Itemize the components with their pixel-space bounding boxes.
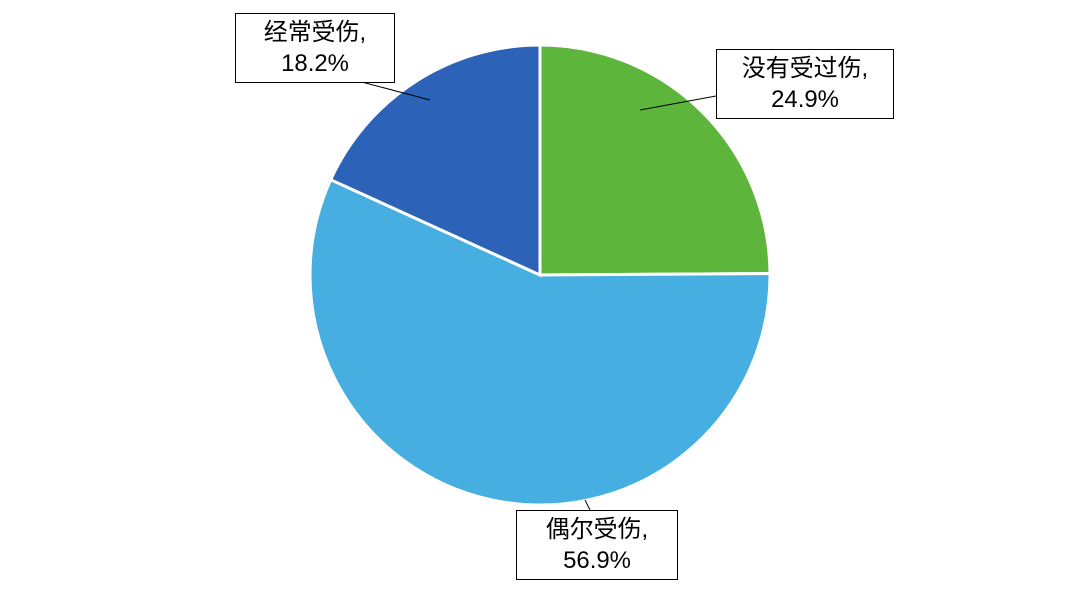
callout-label: 没有受过伤, bbox=[742, 53, 868, 84]
callout-never-injured: 没有受过伤, 24.9% bbox=[716, 49, 894, 119]
callout-label: 偶尔受伤, bbox=[546, 514, 648, 545]
callout-sometimes-injured: 偶尔受伤, 56.9% bbox=[516, 510, 678, 580]
callout-often-injured: 经常受伤, 18.2% bbox=[235, 13, 395, 83]
pie-slices bbox=[310, 45, 770, 505]
pie-chart-svg bbox=[0, 0, 1080, 597]
callout-value: 18.2% bbox=[281, 48, 349, 79]
pie-chart-container: 没有受过伤, 24.9% 偶尔受伤, 56.9% 经常受伤, 18.2% bbox=[0, 0, 1080, 597]
callout-value: 56.9% bbox=[563, 545, 631, 576]
callout-label: 经常受伤, bbox=[264, 17, 366, 48]
callout-value: 24.9% bbox=[771, 84, 839, 115]
